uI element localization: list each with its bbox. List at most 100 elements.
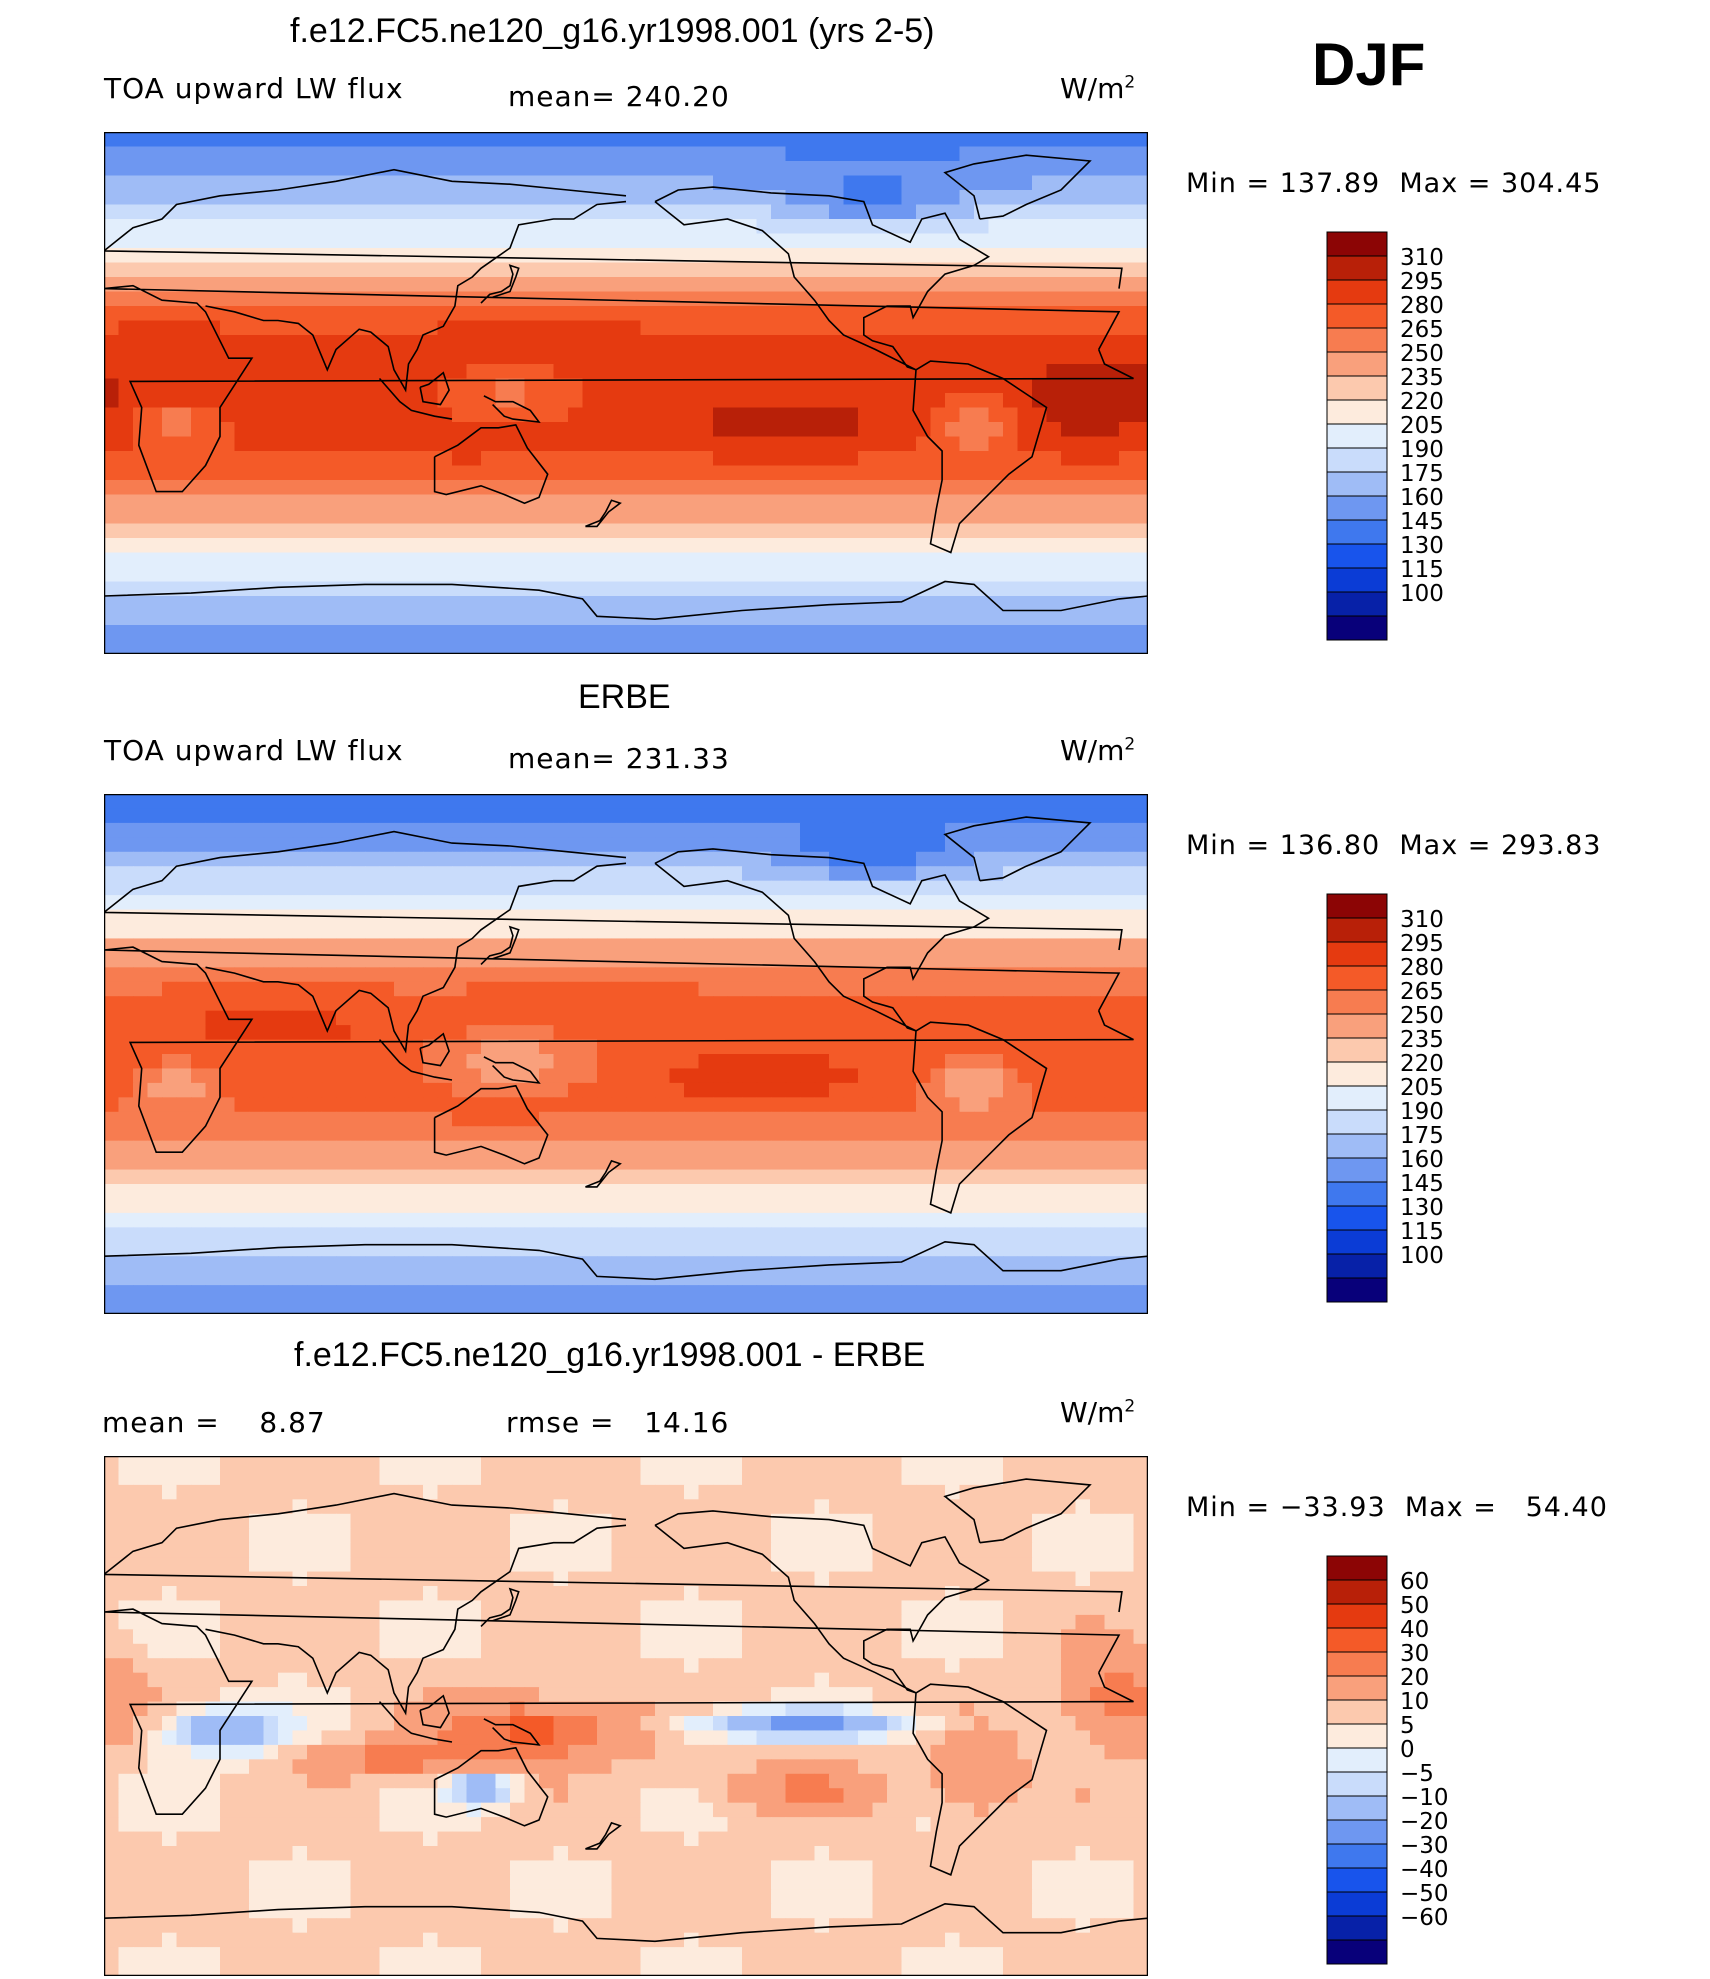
field-cell — [814, 248, 830, 264]
field-cell — [205, 909, 221, 925]
field-cell — [727, 190, 743, 206]
field-cell — [278, 625, 294, 641]
field-cell — [553, 407, 569, 423]
field-cell — [162, 808, 178, 824]
field-cell — [336, 924, 352, 940]
field-cell — [336, 190, 352, 206]
field-cell — [814, 480, 830, 496]
field-cell — [742, 996, 758, 1012]
field-cell — [1133, 378, 1148, 394]
field-cell — [321, 1198, 337, 1214]
field-cell — [626, 851, 642, 867]
field-cell — [713, 291, 729, 307]
field-cell — [307, 175, 323, 191]
field-cell — [510, 364, 526, 380]
field-cell — [901, 494, 917, 510]
field-cell — [684, 1126, 700, 1142]
field-cell — [553, 1010, 569, 1026]
field-cell — [336, 349, 352, 365]
field-cell — [626, 794, 642, 810]
field-cell — [988, 277, 1004, 293]
field-cell — [568, 219, 584, 235]
field-cell — [1046, 378, 1062, 394]
field-cell — [466, 465, 482, 481]
field-cell — [176, 407, 192, 423]
field-cell — [104, 1184, 120, 1200]
field-cell — [843, 1054, 859, 1070]
field-cell — [597, 808, 613, 824]
field-cell — [988, 938, 1004, 954]
field-cell — [321, 436, 337, 452]
field-cell — [263, 349, 279, 365]
field-cell — [336, 204, 352, 220]
field-cell — [307, 1155, 323, 1171]
field-cell — [887, 909, 903, 925]
field-cell — [133, 794, 149, 810]
field-cell — [829, 451, 845, 467]
field-cell — [785, 895, 801, 911]
field-cell — [800, 1010, 816, 1026]
field-cell — [959, 219, 975, 235]
field-cell — [1046, 233, 1062, 249]
field-cell — [553, 1212, 569, 1228]
field-cell — [307, 895, 323, 911]
field-cell — [495, 808, 511, 824]
field-cell — [814, 190, 830, 206]
field-cell — [220, 364, 236, 380]
field-cell — [1032, 866, 1048, 882]
field-cell — [481, 465, 497, 481]
field-cell — [800, 132, 816, 148]
field-cell — [524, 981, 540, 997]
field-cell — [234, 233, 250, 249]
field-cell — [1119, 996, 1135, 1012]
field-cell — [234, 1212, 250, 1228]
field-cell — [640, 794, 656, 810]
field-cell — [582, 909, 598, 925]
field-cell — [1104, 866, 1120, 882]
field-cell — [1133, 610, 1148, 626]
field-cell — [626, 1097, 642, 1113]
field-cell — [205, 1212, 221, 1228]
field-cell — [365, 364, 381, 380]
field-cell — [234, 1140, 250, 1156]
field-cell — [379, 924, 395, 940]
field-cell — [843, 1227, 859, 1243]
field-cell — [510, 909, 526, 925]
field-cell — [205, 895, 221, 911]
field-cell — [582, 866, 598, 882]
colorbar-tick-label: 190 — [1400, 437, 1444, 463]
field-cell — [974, 1039, 990, 1055]
field-cell — [321, 378, 337, 394]
field-cell — [1119, 1140, 1135, 1156]
field-cell — [785, 851, 801, 867]
field-cell — [423, 1054, 439, 1070]
field-cell — [872, 1198, 888, 1214]
field-cell — [742, 610, 758, 626]
field-cell — [307, 509, 323, 525]
field-cell — [452, 146, 468, 162]
field-cell — [1032, 291, 1048, 307]
field-cell — [1061, 610, 1077, 626]
field-cell — [640, 219, 656, 235]
field-cell — [713, 480, 729, 496]
field-cell — [1032, 1140, 1048, 1156]
field-cell — [321, 335, 337, 351]
field-cell — [408, 465, 424, 481]
field-cell — [727, 538, 743, 554]
field-cell — [104, 277, 120, 293]
field-cell — [495, 175, 511, 191]
field-cell — [611, 393, 627, 409]
field-cell — [785, 407, 801, 423]
field-cell — [713, 1097, 729, 1113]
field-cell — [858, 1111, 874, 1127]
field-cell — [887, 204, 903, 220]
coastline — [378, 377, 453, 420]
field-cell — [1046, 161, 1062, 177]
field-cell — [684, 1184, 700, 1200]
field-cell — [1003, 1097, 1019, 1113]
field-cell — [800, 1082, 816, 1098]
field-cell — [771, 880, 787, 896]
field-cell — [495, 378, 511, 394]
field-cell — [278, 1169, 294, 1185]
field-cell — [539, 794, 555, 810]
